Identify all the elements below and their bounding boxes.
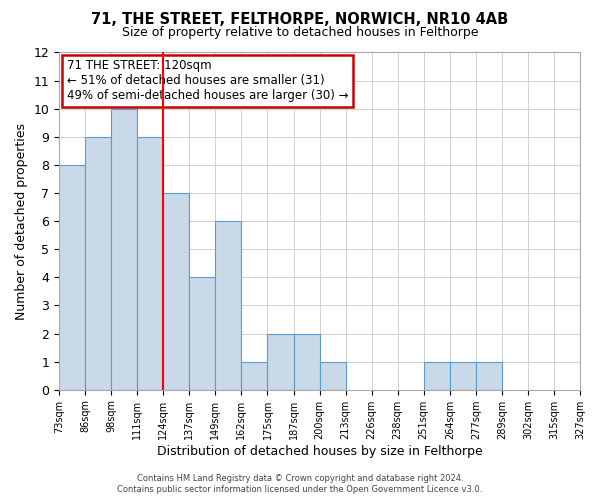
Bar xyxy=(215,221,241,390)
Text: 71 THE STREET: 120sqm
← 51% of detached houses are smaller (31)
49% of semi-deta: 71 THE STREET: 120sqm ← 51% of detached … xyxy=(67,59,349,102)
Bar xyxy=(241,362,268,390)
Bar xyxy=(424,362,450,390)
Bar xyxy=(293,334,320,390)
Bar xyxy=(59,165,85,390)
Y-axis label: Number of detached properties: Number of detached properties xyxy=(15,122,28,320)
Bar xyxy=(320,362,346,390)
Bar xyxy=(163,193,190,390)
Text: Size of property relative to detached houses in Felthorpe: Size of property relative to detached ho… xyxy=(122,26,478,39)
Bar xyxy=(268,334,293,390)
Bar xyxy=(137,137,163,390)
Bar xyxy=(476,362,502,390)
Bar xyxy=(190,278,215,390)
X-axis label: Distribution of detached houses by size in Felthorpe: Distribution of detached houses by size … xyxy=(157,444,482,458)
Bar xyxy=(111,108,137,390)
Bar xyxy=(85,137,111,390)
Text: 71, THE STREET, FELTHORPE, NORWICH, NR10 4AB: 71, THE STREET, FELTHORPE, NORWICH, NR10… xyxy=(91,12,509,28)
Bar xyxy=(450,362,476,390)
Text: Contains HM Land Registry data © Crown copyright and database right 2024.
Contai: Contains HM Land Registry data © Crown c… xyxy=(118,474,482,494)
